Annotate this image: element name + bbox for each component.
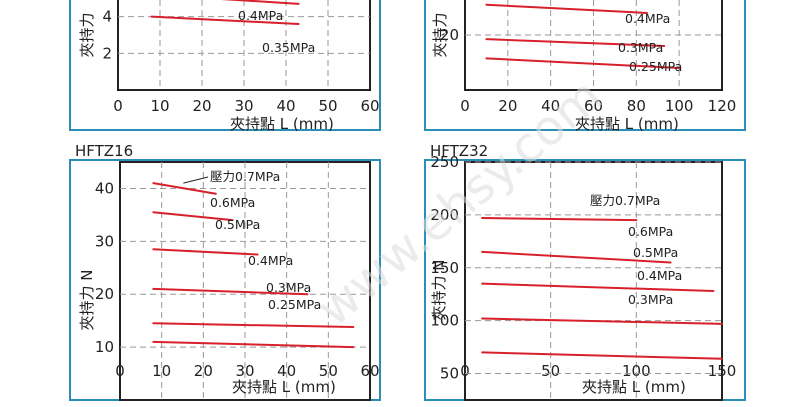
- series-line: [152, 322, 355, 329]
- y-tick-label: 10: [95, 338, 114, 356]
- series-label: 壓力0.7MPa: [590, 193, 660, 208]
- series-label: 0.3MPa: [628, 292, 673, 307]
- chart-panel-2: 0204060801001202040夾持點 L (mm)夾持力0.4MPa0.…: [424, 0, 746, 133]
- x-tick-label: 20: [192, 97, 211, 115]
- x-tick-label: 50: [318, 97, 337, 115]
- x-tick-label: 50: [319, 362, 338, 380]
- x-tick-label: 10: [152, 362, 171, 380]
- x-tick-label: 30: [234, 97, 253, 115]
- panel-outer-frame: [69, 0, 381, 131]
- series-label: 0.5MPa: [633, 245, 678, 260]
- x-tick-label: 10: [150, 97, 169, 115]
- y-tick-label: 40: [95, 179, 114, 197]
- x-axis-label: 夾持點 L (mm): [582, 378, 686, 396]
- y-tick-label: 20: [440, 26, 459, 44]
- series-label: 0.6MPa: [210, 195, 255, 210]
- series-line: [150, 15, 300, 25]
- plot-area: [119, 161, 371, 401]
- x-axis-label: 夾持點 L (mm): [232, 378, 336, 396]
- x-tick-label: 80: [627, 97, 646, 115]
- label-leader-line: [183, 176, 209, 184]
- x-tick-label: 60: [360, 97, 379, 115]
- x-tick-label: 30: [235, 362, 254, 380]
- y-axis-label: 夾持力: [431, 12, 449, 57]
- y-axis-label: 夾持力: [78, 12, 96, 57]
- series-label: 0.35MPa: [262, 40, 315, 55]
- x-tick-label: 120: [708, 97, 737, 115]
- x-tick-label: 0: [115, 362, 125, 380]
- series-label: 0.4MPa: [637, 268, 682, 283]
- x-tick-label: 0: [460, 362, 470, 380]
- y-axis-label: 夾持力 N: [78, 270, 96, 331]
- x-tick-label: 150: [708, 362, 737, 380]
- series-label: 0.25MPa: [629, 59, 682, 74]
- y-tick-label: 200: [430, 206, 459, 224]
- x-tick-label: 40: [276, 97, 295, 115]
- series-label: 0.4MPa: [248, 253, 293, 268]
- series-line: [485, 3, 649, 14]
- x-tick-label: 40: [277, 362, 296, 380]
- series-line: [481, 317, 723, 325]
- x-tick-label: 100: [665, 97, 694, 115]
- y-tick-label: 50: [440, 365, 459, 383]
- series-label: 0.5MPa: [215, 217, 260, 232]
- y-tick-label: 250: [430, 153, 459, 171]
- series-line: [485, 57, 681, 69]
- y-tick-label: 2: [102, 44, 112, 62]
- series-line: [481, 351, 723, 360]
- x-tick-label: 20: [498, 97, 517, 115]
- x-tick-label: 0: [460, 97, 470, 115]
- x-axis-label: 夾持點 L (mm): [575, 115, 679, 133]
- x-tick-label: 60: [584, 97, 603, 115]
- y-tick-label: 150: [430, 259, 459, 277]
- x-tick-label: 50: [541, 362, 560, 380]
- series-label: 壓力0.7MPa: [210, 169, 280, 184]
- panel-outer-frame: [424, 0, 746, 131]
- series-line: [152, 182, 217, 195]
- series-line: [485, 38, 666, 47]
- series-line: [152, 340, 355, 349]
- series-line: [221, 0, 300, 5]
- series-line: [152, 248, 259, 256]
- series-line: [152, 287, 309, 296]
- series-label: 0.4MPa: [625, 11, 670, 26]
- chart-panel-1: 0102030405060246夾持點 L (mm)夾持力0.4MPa0.35M…: [69, 0, 381, 133]
- x-tick-label: 0: [113, 97, 123, 115]
- x-tick-label: 20: [194, 362, 213, 380]
- series-label: 0.3MPa: [618, 40, 663, 55]
- series-line: [152, 211, 234, 222]
- panel-title: HFTZ16: [75, 142, 133, 160]
- series-line: [481, 217, 638, 222]
- series-label: 0.25MPa: [268, 297, 321, 312]
- y-tick-label: 30: [95, 232, 114, 250]
- y-tick-label: 4: [102, 8, 112, 26]
- y-axis-label: 夾持力 N: [430, 260, 448, 321]
- y-tick-label: 100: [430, 312, 459, 330]
- y-tick-label: 20: [95, 285, 114, 303]
- series-label: 0.3MPa: [266, 280, 311, 295]
- x-axis-label: 夾持點 L (mm): [230, 115, 334, 133]
- plot-area: [464, 161, 723, 401]
- x-tick-label: 40: [541, 97, 560, 115]
- x-tick-label: 60: [360, 362, 379, 380]
- series-label: 0.4MPa: [238, 8, 283, 23]
- panel-title: HFTZ32: [430, 142, 488, 160]
- series-line: [481, 282, 715, 293]
- series-line: [481, 250, 672, 264]
- x-tick-label: 100: [622, 362, 651, 380]
- series-label: 0.6MPa: [628, 224, 673, 239]
